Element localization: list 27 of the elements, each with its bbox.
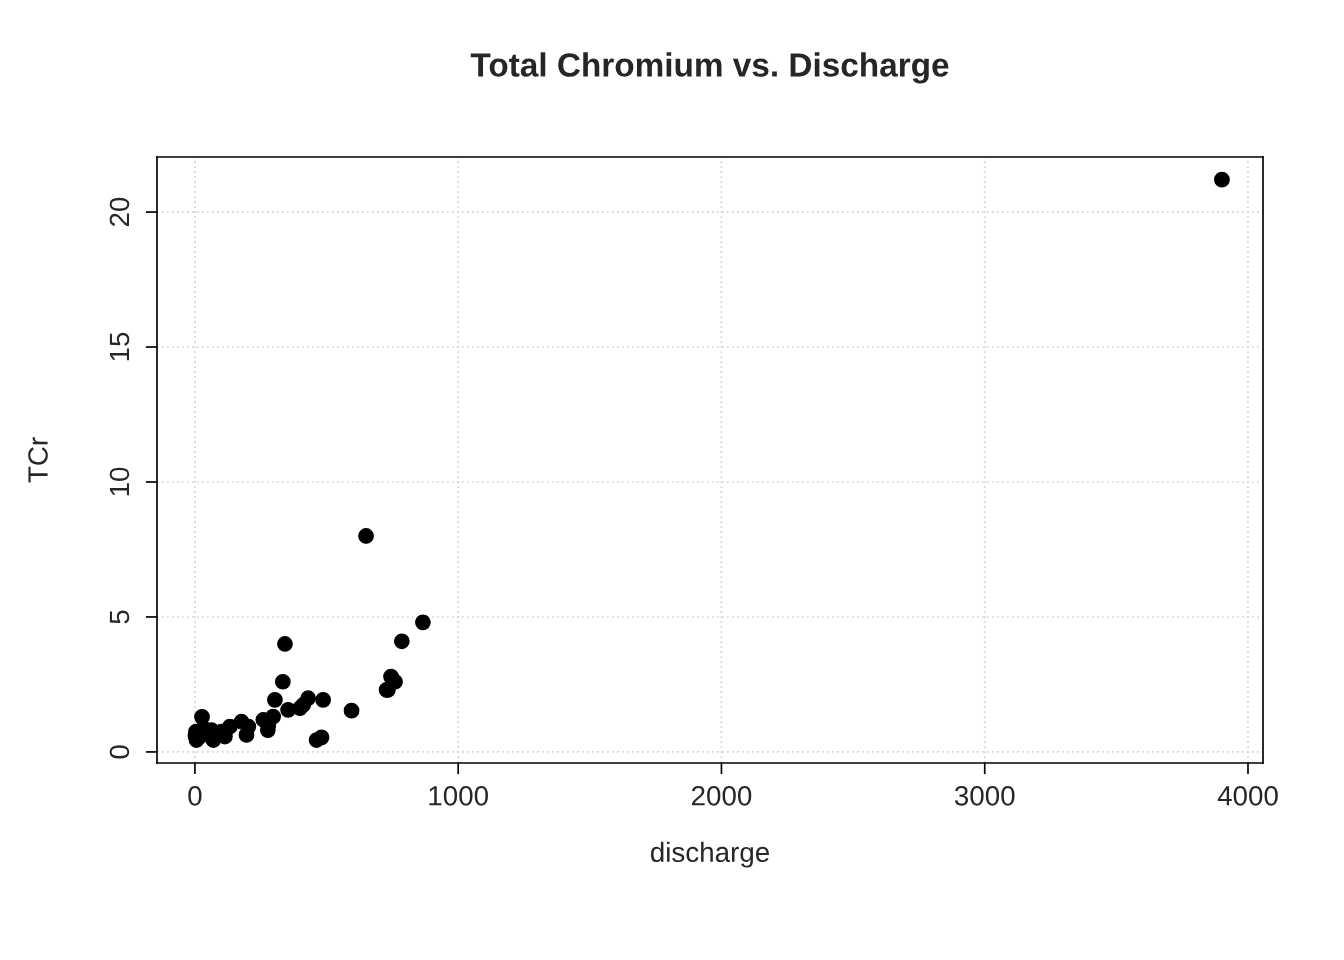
point	[238, 727, 255, 743]
point	[1214, 171, 1230, 188]
x-tick-label: 4000	[1217, 785, 1278, 806]
point	[295, 697, 311, 713]
point	[274, 673, 291, 690]
point	[267, 691, 283, 708]
point	[343, 702, 360, 719]
point	[315, 691, 331, 708]
y-tick-label: 0	[109, 745, 130, 759]
point	[277, 636, 293, 652]
y-tick-label: 10	[109, 467, 130, 496]
point	[393, 633, 410, 650]
point	[415, 614, 431, 631]
x-tick-label: 0	[188, 785, 202, 806]
x-tick-label: 3000	[954, 785, 1015, 806]
x-tick-label: 2000	[691, 785, 752, 806]
point	[313, 729, 330, 746]
y-tick-label: 20	[109, 197, 130, 227]
point	[280, 701, 296, 718]
point	[265, 708, 281, 725]
y-tick-label: 15	[109, 332, 130, 361]
chart-title: Total Chromium vs. Discharge	[470, 52, 949, 84]
point	[358, 528, 374, 544]
y-axis-title: TCr	[28, 437, 48, 483]
x-axis-title: discharge	[650, 841, 769, 868]
y-tick-label: 5	[109, 610, 130, 624]
x-tick-label: 1000	[429, 785, 488, 806]
